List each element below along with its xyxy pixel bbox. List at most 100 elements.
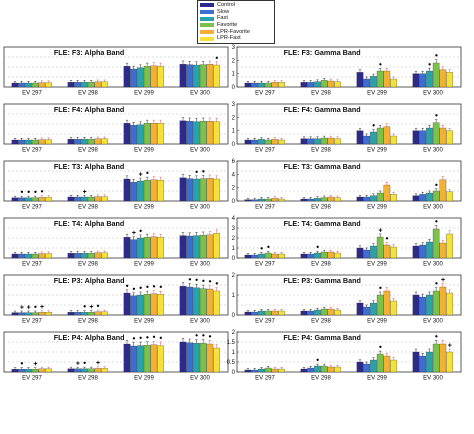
category-label: EV 297: [255, 91, 275, 97]
bar: [419, 296, 427, 316]
bar: [67, 253, 75, 259]
significance-marker: •: [435, 111, 438, 120]
bar: [137, 67, 144, 88]
category-label: EV 299: [134, 91, 154, 97]
bar: [45, 368, 52, 373]
bar: [74, 139, 82, 145]
bar: [370, 131, 377, 145]
bar: [334, 252, 341, 259]
legend-label: Slow: [217, 8, 230, 15]
bar: [137, 180, 144, 202]
bar: [363, 363, 371, 373]
bar: [87, 312, 95, 316]
bar: [11, 253, 19, 259]
bar: [278, 253, 285, 259]
significance-marker: •: [379, 60, 382, 69]
significance-marker: •: [316, 243, 319, 252]
y-tick-label: 6: [232, 159, 236, 165]
bar: [157, 66, 164, 88]
bar: [179, 235, 187, 259]
significance-marker: •: [21, 188, 24, 197]
bar: [157, 294, 164, 316]
bar: [74, 82, 82, 88]
category-label: EV 298: [78, 91, 98, 97]
bar: [412, 294, 420, 316]
bar: [264, 367, 272, 373]
chart-title: FLE: F4: Alpha Band: [54, 105, 124, 114]
bar: [271, 368, 279, 373]
bar: [130, 295, 138, 316]
category-label: EV 300: [423, 148, 443, 154]
bar: [186, 64, 194, 88]
bar: [157, 345, 164, 373]
legend-swatch: [200, 30, 214, 35]
significance-marker: •: [209, 277, 212, 286]
chart-panel: FLE: T3: Alpha Band EV 297 EV 298 EV 299 EV …: [3, 160, 229, 211]
bar: [383, 126, 391, 145]
bar: [334, 197, 341, 202]
bar: [137, 237, 144, 259]
bar: [370, 195, 377, 202]
chart-title: FLE: T4: Gamma Band: [284, 219, 361, 228]
bar: [193, 235, 200, 259]
bar: [179, 177, 187, 202]
bar: [327, 80, 335, 88]
bar: [18, 197, 26, 202]
bar: [38, 82, 46, 88]
bar: [193, 121, 200, 145]
bar: [439, 242, 447, 259]
bar: [271, 139, 279, 145]
bar: [327, 366, 335, 373]
y-tick-label: 2: [232, 236, 236, 242]
bar: [11, 139, 19, 145]
significance-marker: •: [146, 283, 149, 292]
y-tick-label: 0: [232, 256, 236, 262]
category-label: EV 300: [190, 376, 210, 382]
chart-title: FLE: T3: Gamma Band: [284, 162, 361, 171]
significance-marker: •: [209, 332, 212, 341]
bar: [383, 355, 391, 373]
bar: [334, 366, 341, 373]
bar: [412, 73, 420, 88]
bar: [426, 241, 433, 259]
significance-marker: +: [441, 277, 445, 284]
bar: [363, 306, 371, 316]
bar: [432, 343, 440, 373]
chart-panel: 0 1 2 FLE: P3: Gamma Band EV 297 EV 298 EV 299…: [232, 273, 462, 325]
significance-marker: •: [435, 279, 438, 288]
bar: [186, 235, 194, 259]
legend-swatch: [200, 10, 214, 15]
bar: [94, 368, 102, 373]
significance-marker: •: [386, 234, 389, 243]
y-tick-label: 1: [232, 72, 236, 78]
bar: [278, 82, 285, 88]
bar: [101, 196, 108, 202]
category-label: EV 297: [22, 205, 42, 211]
category-label: EV 298: [78, 205, 98, 211]
chart-panel: 0 1 2 3 FLE: F4: Gamma Band EV 297 EV 298 EV 29…: [232, 102, 462, 154]
bar: [38, 197, 46, 202]
bar: [18, 139, 26, 145]
bar: [356, 72, 364, 88]
chart-panel: FLE: P4: Alpha Band EV 297 EV 298 EV 299 EV …: [3, 331, 229, 382]
bar: [81, 139, 88, 145]
bar: [11, 369, 19, 373]
significance-marker: +: [132, 230, 136, 237]
category-label: EV 298: [311, 319, 331, 325]
bar: [390, 246, 397, 259]
bar: [432, 62, 440, 88]
y-tick-label: 0: [232, 142, 236, 148]
bar: [150, 344, 158, 373]
legend-item: Fast: [200, 15, 272, 22]
significance-marker: +: [378, 227, 382, 234]
bar: [314, 365, 321, 373]
category-label: EV 299: [134, 148, 154, 154]
bar: [314, 252, 321, 259]
bar: [94, 252, 102, 259]
bar: [130, 182, 138, 202]
bar: [123, 66, 131, 88]
bar: [314, 198, 321, 202]
bar: [271, 198, 279, 202]
bar: [206, 288, 214, 316]
bar: [38, 312, 46, 316]
